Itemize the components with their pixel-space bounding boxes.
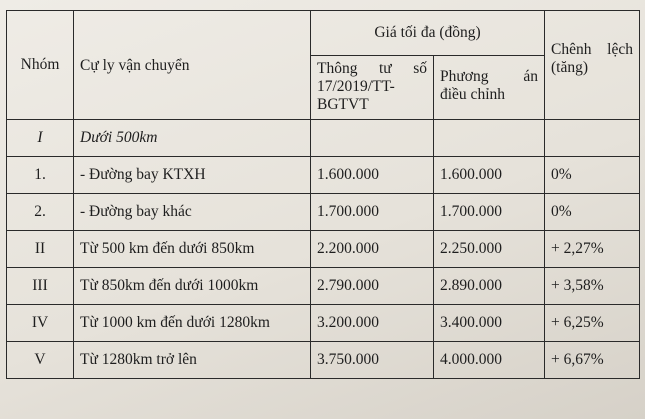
section-group: I	[6, 119, 74, 157]
row-new-price: 4.000.000	[433, 341, 545, 379]
row-diff: + 3,58%	[544, 267, 640, 305]
row-new-price: 2.890.000	[433, 267, 545, 305]
row-new-price: 1.600.000	[433, 156, 545, 194]
row-old-price: 1.700.000	[310, 193, 434, 231]
row-group: 2.	[6, 193, 74, 231]
price-table: Nhóm Cự ly vận chuyển Giá tối đa (đồng) …	[6, 10, 640, 379]
row-group: V	[6, 341, 74, 379]
header-circular-line2: 17/2019/TT-	[317, 78, 395, 95]
table-row: III Từ 850km đến dưới 1000km 2.790.000 2…	[6, 267, 640, 305]
row-old-price: 2.790.000	[310, 267, 434, 305]
header-subrow: Thông tư số 17/2019/TT- BGTVT Phương án …	[7, 55, 640, 120]
row-new-price: 3.400.000	[433, 304, 545, 342]
header-circular-line3: BGTVT	[317, 96, 369, 113]
row-diff: 0%	[544, 156, 640, 194]
empty-cell	[433, 119, 545, 157]
row-group: 1.	[6, 156, 74, 194]
row-old-price: 2.200.000	[310, 230, 434, 268]
row-group: III	[6, 267, 74, 305]
row-distance: - Đường bay KTXH	[73, 156, 311, 194]
row-old-price: 1.600.000	[310, 156, 434, 194]
header-plan: Phương án điều chỉnh	[433, 55, 545, 120]
header-circular: Thông tư số 17/2019/TT- BGTVT	[310, 55, 434, 120]
row-new-price: 2.250.000	[433, 230, 545, 268]
table-row: II Từ 500 km đến dưới 850km 2.200.000 2.…	[6, 230, 640, 268]
header-distance: Cự ly vận chuyển	[73, 10, 311, 120]
row-distance: Từ 1000 km đến dưới 1280km	[73, 304, 311, 342]
header-row: Nhóm Cự ly vận chuyển Giá tối đa (đồng) …	[6, 10, 640, 120]
row-diff: + 6,67%	[544, 341, 640, 379]
row-diff: + 6,25%	[544, 304, 640, 342]
table-row: 2. - Đường bay khác 1.700.000 1.700.000 …	[6, 193, 640, 231]
row-distance: - Đường bay khác	[73, 193, 311, 231]
header-group: Nhóm	[6, 10, 74, 120]
header-circular-line1: Thông tư số	[317, 60, 427, 77]
row-old-price: 3.750.000	[310, 341, 434, 379]
header-plan-line1: Phương án	[440, 68, 538, 85]
header-plan-line2: điều chỉnh	[440, 86, 505, 103]
header-max-price: Giá tối đa (đồng)	[310, 10, 545, 56]
row-diff: 0%	[544, 193, 640, 231]
row-group: II	[6, 230, 74, 268]
row-distance: Từ 500 km đến dưới 850km	[73, 230, 311, 268]
row-distance: Từ 850km đến dưới 1000km	[73, 267, 311, 305]
row-diff: + 2,27%	[544, 230, 640, 268]
section-row: I Dưới 500km	[6, 119, 640, 157]
row-distance: Từ 1280km trở lên	[73, 341, 311, 379]
section-distance: Dưới 500km	[73, 119, 311, 157]
row-old-price: 3.200.000	[310, 304, 434, 342]
header-diff: Chênh lệch (tăng)	[544, 10, 640, 120]
row-group: IV	[6, 304, 74, 342]
row-new-price: 1.700.000	[433, 193, 545, 231]
table-row: IV Từ 1000 km đến dưới 1280km 3.200.000 …	[6, 304, 640, 342]
empty-cell	[310, 119, 434, 157]
table-row: V Từ 1280km trở lên 3.750.000 4.000.000 …	[6, 341, 640, 379]
table-row: 1. - Đường bay KTXH 1.600.000 1.600.000 …	[6, 156, 640, 194]
empty-cell	[544, 119, 640, 157]
header-diff-line1: Chênh lệch	[551, 41, 633, 58]
header-diff-line2: (tăng)	[551, 59, 589, 76]
